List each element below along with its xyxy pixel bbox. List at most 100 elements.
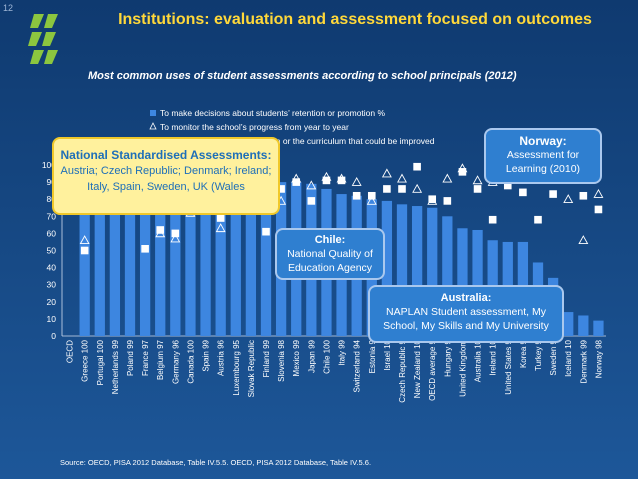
triangle-point xyxy=(563,194,574,204)
bar xyxy=(230,178,241,336)
triangle-point xyxy=(170,233,181,243)
bar xyxy=(578,315,589,336)
y-tick-label: 20 xyxy=(47,297,57,307)
callout-australia-title: Australia: xyxy=(440,292,492,304)
triangle-point xyxy=(412,183,423,193)
triangle-point xyxy=(442,173,453,183)
bar xyxy=(411,206,423,336)
bar xyxy=(94,168,105,336)
x-tick-label: Slovak Republic xyxy=(247,340,256,397)
triangle-point xyxy=(472,175,483,185)
x-tick-label: Norway 98 xyxy=(594,339,603,378)
square-point xyxy=(337,176,346,185)
bar xyxy=(155,171,166,336)
oecd-logo-icon xyxy=(28,14,58,64)
x-tick-label: Germany 96 xyxy=(171,339,180,384)
callout-australia-text: NAPLAN Student assessment, My School, My… xyxy=(383,306,549,332)
x-tick-label: Portugal 100 xyxy=(96,339,105,385)
chart-subtitle: Most common uses of student assessments … xyxy=(88,70,517,82)
x-tick-label: Czech Republic 9 xyxy=(398,339,407,402)
y-tick-label: 0 xyxy=(51,331,56,341)
square-point xyxy=(458,168,467,176)
callout-norway-title: Norway: xyxy=(519,134,567,148)
x-tick-label: Chile 100 xyxy=(322,339,331,373)
x-tick-label: Netherlands 99 xyxy=(111,339,120,394)
y-tick-label: 60 xyxy=(47,228,57,238)
square-point xyxy=(171,229,180,238)
callout-chile: Chile: National Quality of Education Age… xyxy=(275,228,385,280)
square-point xyxy=(473,185,482,193)
callout-australia: Australia: NAPLAN Student assessment, My… xyxy=(368,285,564,343)
bar xyxy=(139,171,151,336)
square-point xyxy=(352,191,361,200)
bar xyxy=(563,312,574,336)
square-point xyxy=(443,197,452,205)
callout-national-text: Austria; Czech Republic; Denmark; Irelan… xyxy=(60,165,272,193)
square-point xyxy=(367,191,376,200)
triangle-point xyxy=(306,180,317,190)
y-tick-label: 70 xyxy=(47,211,57,221)
legend-entry: To monitor the school’s progress from ye… xyxy=(160,122,349,132)
bar xyxy=(124,170,136,336)
x-tick-label: United Kingdom xyxy=(458,340,467,397)
triangle-point xyxy=(79,235,90,245)
x-tick-label: Korea 9 xyxy=(519,339,528,368)
bar xyxy=(185,175,196,336)
x-tick-label: Greece 100 xyxy=(81,339,90,381)
y-tick-label: 50 xyxy=(47,246,57,256)
callout-norway: Norway: Assessment for Learning (2010) xyxy=(484,128,602,184)
x-tick-label: Turkey 9 xyxy=(534,339,543,370)
bar xyxy=(215,178,226,336)
square-point xyxy=(503,181,512,190)
bar xyxy=(442,216,453,336)
bar xyxy=(472,229,483,336)
x-tick-label: Finland 99 xyxy=(262,339,271,377)
square-point xyxy=(383,185,391,193)
square-point xyxy=(579,191,588,200)
bar xyxy=(457,228,468,336)
x-tick-label: France 97 xyxy=(141,339,150,376)
y-tick-label: 80 xyxy=(47,194,57,204)
triangle-point xyxy=(351,176,362,186)
x-tick-label: Hungary 9 xyxy=(443,339,452,376)
square-point xyxy=(549,190,557,198)
square-point xyxy=(216,214,225,222)
x-tick-label: Spain 99 xyxy=(202,339,211,371)
callout-national: National Standardised Assessments: Austr… xyxy=(52,137,280,215)
callout-chile-text: National Quality of Education Agency xyxy=(287,248,373,274)
square-point xyxy=(428,195,437,203)
square-point xyxy=(398,185,406,193)
bar xyxy=(427,207,438,336)
bar xyxy=(245,180,257,336)
square-point xyxy=(488,215,497,224)
square-point xyxy=(141,244,149,253)
x-tick-label: Luxembourg 95 xyxy=(232,339,241,395)
triangle-point xyxy=(381,168,392,178)
square-point xyxy=(262,227,270,236)
x-tick-label: Denmark 99 xyxy=(579,339,588,383)
square-point xyxy=(594,205,603,214)
square-point xyxy=(292,178,301,186)
legend-entry: To identify aspects of instruction or th… xyxy=(160,136,435,146)
x-tick-label: Poland 99 xyxy=(126,339,135,376)
legend-triangle-swatch xyxy=(149,122,157,130)
square-point xyxy=(519,188,527,197)
bar xyxy=(260,180,272,336)
y-tick-label: 30 xyxy=(47,280,57,290)
legend-entry: To make decisions about students’ retent… xyxy=(160,108,386,118)
x-tick-label: Australia 10 xyxy=(474,339,483,382)
callout-chile-title: Chile: xyxy=(314,234,346,246)
y-tick-label: 100 xyxy=(42,160,56,170)
x-tick-label: Italy 99 xyxy=(338,339,347,365)
x-tick-label: Estonia 9 xyxy=(368,339,377,373)
bar xyxy=(170,173,181,336)
x-tick-label: Slovenia 98 xyxy=(277,339,286,381)
square-point xyxy=(413,162,421,171)
y-tick-label: 90 xyxy=(47,177,57,187)
x-tick-label: New Zealand 10 xyxy=(413,339,422,398)
callout-norway-text: Assessment for Learning (2010) xyxy=(505,149,581,175)
square-point xyxy=(322,176,331,185)
triangle-point xyxy=(366,195,377,205)
bar xyxy=(396,204,408,336)
x-tick-label: OECD xyxy=(66,340,75,363)
